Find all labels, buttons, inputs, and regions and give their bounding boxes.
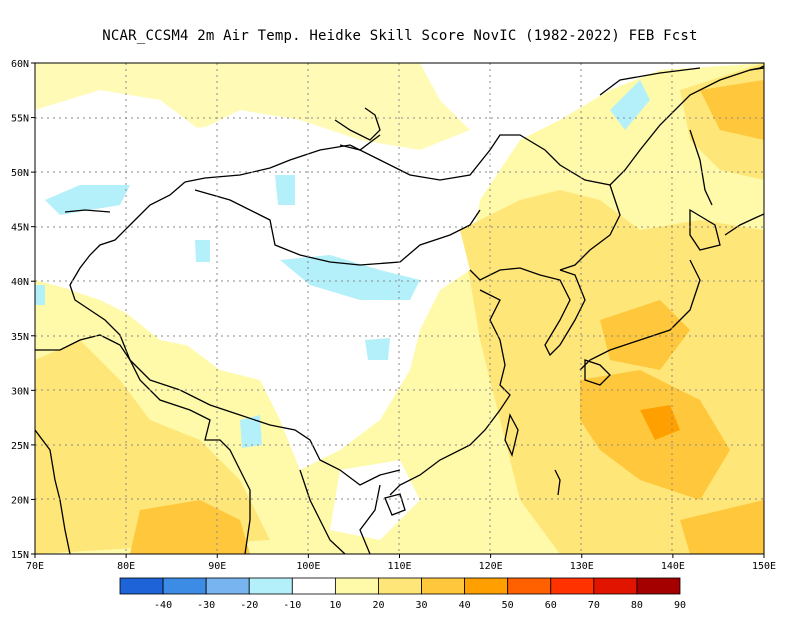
- coast-okhotsk: [599, 67, 701, 96]
- skill-area-white-interior: [70, 190, 470, 470]
- colorbar-label: 10: [329, 600, 341, 611]
- lake-baikal-south: [339, 134, 381, 151]
- colorbar-swatch: [119, 577, 164, 595]
- lon-labels: 70E 80E 90E 100E 110E 120E 130E 140E 150E: [26, 561, 776, 572]
- lon-label: 130E: [570, 561, 594, 572]
- lat-label: 20N: [11, 495, 29, 506]
- colorbar-label: 20: [372, 600, 384, 611]
- coast-hainan: [384, 493, 406, 516]
- coast-indochina-west: [299, 469, 346, 554]
- skill-score-shading: [35, 63, 764, 554]
- colorbar-label: 80: [631, 600, 643, 611]
- lat-label: 60N: [11, 59, 29, 70]
- skill-area-neg-west: [35, 285, 45, 305]
- border-china-west: [69, 181, 186, 361]
- colorbar-swatch: [507, 577, 552, 595]
- colorbar-labels: -40 -30 -20 -10 10 20 30 40 50 60 70 80 90: [154, 600, 686, 611]
- lake-baikal: [334, 107, 381, 141]
- colorbar-label: 30: [416, 600, 428, 611]
- lon-label: 140E: [661, 561, 685, 572]
- coast-korea: [469, 267, 586, 357]
- coast-india-north: [35, 334, 251, 554]
- lake-balkhash: [64, 209, 111, 213]
- skill-area-40-bengal: [130, 500, 250, 554]
- colorbar-label: 40: [459, 600, 471, 611]
- chart-title: NCAR_CCSM4 2m Air Temp. Heidke Skill Sco…: [102, 28, 698, 44]
- skill-area-20-north: [35, 63, 470, 150]
- colorbar-label: -40: [154, 600, 172, 611]
- border-china-north: [184, 134, 621, 271]
- lat-label: 15N: [11, 550, 29, 561]
- colorbar-swatch: [464, 577, 509, 595]
- lon-label: 110E: [387, 561, 411, 572]
- colorbar-label: 50: [502, 600, 514, 611]
- skill-area-50: [640, 405, 680, 440]
- skill-area-40-japan: [600, 300, 690, 370]
- skill-area-neg-kazakhstan: [45, 185, 130, 215]
- colorbar-swatch: [421, 577, 466, 595]
- skill-area-30-india: [35, 340, 270, 554]
- lon-label: 150E: [752, 561, 776, 572]
- lat-labels: 60N 55N 50N 45N 40N 35N 30N 25N 20N 15N: [11, 59, 29, 561]
- colorbar-label: 60: [545, 600, 557, 611]
- lat-label: 30N: [11, 386, 29, 397]
- coast-sakhalin: [689, 129, 713, 206]
- colorbar-label: -20: [240, 600, 258, 611]
- lon-label: 100E: [296, 561, 320, 572]
- lon-label: 80E: [117, 561, 135, 572]
- gridlines: [35, 63, 764, 554]
- colorbar-swatch: [162, 577, 207, 595]
- colorbar-swatch: [291, 577, 336, 595]
- skill-area-neg-sichuan: [365, 338, 390, 360]
- lat-label: 55N: [11, 114, 29, 125]
- axis-ticks: [31, 62, 765, 558]
- skill-area-neg-myanmar: [240, 415, 262, 448]
- colorbar-label: 90: [674, 600, 686, 611]
- colorbar: [119, 577, 681, 595]
- coast-kamchatka: [749, 65, 764, 71]
- colorbar-swatch: [378, 577, 422, 595]
- lat-label: 25N: [11, 441, 29, 452]
- skill-area-neg-mongolia: [275, 175, 295, 205]
- coast-indochina-east: [359, 484, 381, 554]
- coast-japan-honshu: [579, 259, 701, 371]
- colorbar-label: -30: [197, 600, 215, 611]
- skill-area-40-kamchatka: [700, 80, 764, 140]
- coast-japan-kyushu: [584, 359, 611, 386]
- skill-area-neg-qinghai: [280, 255, 420, 300]
- colorbar-label: 70: [588, 600, 600, 611]
- lon-label: 90E: [208, 561, 226, 572]
- colorbar-swatch: [205, 577, 250, 595]
- coast-philippines: [554, 469, 561, 496]
- colorbar-swatch: [550, 577, 595, 595]
- coast-russia-pacific: [609, 67, 764, 186]
- colorbar-label: -10: [283, 600, 301, 611]
- coast-taiwan: [504, 413, 519, 457]
- coast-india-west: [35, 429, 71, 554]
- coast-china-east: [389, 289, 511, 496]
- border-mongolia-south: [194, 189, 481, 266]
- lat-label: 35N: [11, 332, 29, 343]
- colorbar-swatch: [248, 577, 293, 595]
- lon-label: 120E: [479, 561, 503, 572]
- coast-japan-hokkaido: [689, 208, 721, 251]
- skill-area-40-southeast: [680, 500, 764, 554]
- coastlines: [35, 65, 764, 554]
- colorbar-swatch: [636, 577, 681, 595]
- lat-label: 45N: [11, 223, 29, 234]
- skill-area-neg-xinjiang: [195, 240, 210, 262]
- skill-area-white-north: [180, 120, 360, 170]
- lat-label: 40N: [11, 277, 29, 288]
- lon-label: 70E: [26, 561, 44, 572]
- coast-kuril: [724, 213, 764, 236]
- colorbar-swatch: [334, 577, 379, 595]
- skill-area-neg-okhotsk: [610, 80, 650, 130]
- colorbar-swatch: [593, 577, 638, 595]
- lat-label: 50N: [11, 168, 29, 179]
